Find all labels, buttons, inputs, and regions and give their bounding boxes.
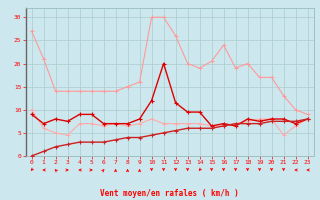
Text: Vent moyen/en rafales ( km/h ): Vent moyen/en rafales ( km/h ): [100, 189, 239, 198]
